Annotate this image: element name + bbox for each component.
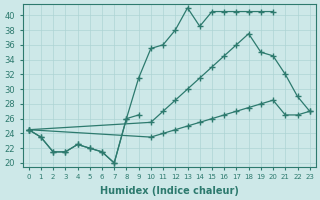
X-axis label: Humidex (Indice chaleur): Humidex (Indice chaleur): [100, 186, 239, 196]
